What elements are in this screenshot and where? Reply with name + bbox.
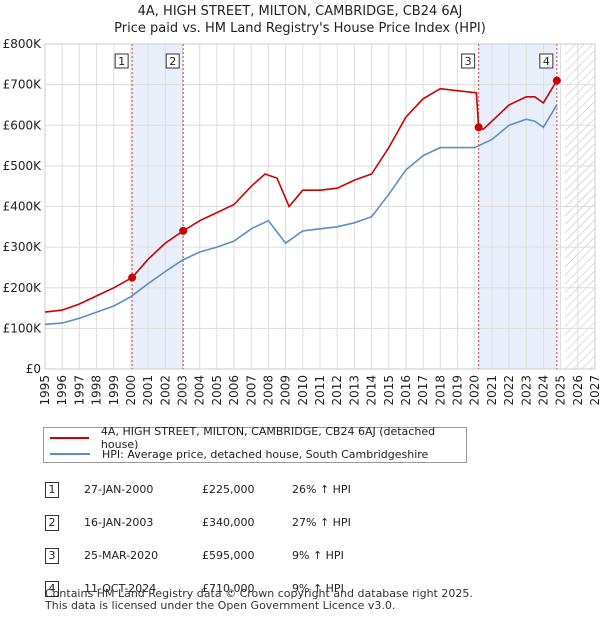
- x-tick-label: 2015: [382, 375, 396, 406]
- sale-point: [474, 123, 483, 132]
- sale-price: £595,000: [202, 549, 255, 562]
- x-tick-label: 2027: [588, 375, 600, 406]
- legend-swatch-property: [50, 437, 89, 439]
- x-tick-label: 2014: [365, 375, 379, 406]
- sale-price: £710,000: [202, 582, 255, 595]
- sale-marker-label: 2: [169, 55, 176, 68]
- y-tick-label: £700K: [3, 78, 43, 92]
- x-tick-label: 2023: [519, 375, 533, 406]
- x-tick-label: 2017: [416, 375, 430, 406]
- x-tick-label: 2005: [210, 375, 224, 406]
- footer-license: This data is licensed under the Open Gov…: [45, 599, 396, 612]
- sale-marker-box: 3: [45, 547, 59, 564]
- legend-item-hpi: HPI: Average price, detached house, Sout…: [50, 446, 428, 462]
- sale-marker-label-box: [461, 53, 476, 69]
- price-chart: £0 £100K £200K £300K £400K £500K £600K £700K £80…: [3, 37, 600, 406]
- sale-marker-label: 3: [465, 55, 472, 68]
- x-tick-label: 2009: [279, 375, 293, 406]
- sale-marker-label: 1: [118, 55, 125, 68]
- sale-hpi-change: 9% ↑ HPI: [292, 582, 344, 595]
- sale-marker-box: 4: [45, 580, 59, 597]
- transactions-table: 1 27-JAN-2000 £225,000 26% ↑ HPI 2 16-JA…: [40, 473, 351, 605]
- property-price-line: [44, 80, 558, 313]
- x-tick-label: 2002: [158, 375, 172, 406]
- sale-marker-box: 1: [45, 481, 59, 498]
- y-tick-label: £500K: [3, 159, 43, 173]
- table-row: 2 16-JAN-2003 £340,000 27% ↑ HPI: [40, 506, 351, 539]
- x-tick-label: 2007: [244, 375, 258, 406]
- sale-marker-label-box: [114, 53, 129, 69]
- x-tick-label: 1996: [55, 375, 69, 406]
- x-tick-label: 2025: [554, 375, 568, 406]
- sale-date: 16-JAN-2003: [84, 516, 154, 529]
- x-tick-label: 2006: [227, 375, 241, 406]
- footer-copyright: Contains HM Land Registry data © Crown c…: [45, 587, 473, 600]
- x-tick-label: 2016: [399, 375, 413, 406]
- sale-date: 27-JAN-2000: [84, 483, 154, 496]
- sale-point: [552, 76, 561, 85]
- sale-date: 11-OCT-2024: [84, 582, 157, 595]
- x-tick-label: 2024: [536, 375, 550, 406]
- legend-item-property: 4A, HIGH STREET, MILTON, CAMBRIDGE, CB24…: [50, 425, 466, 451]
- legend-label-property: 4A, HIGH STREET, MILTON, CAMBRIDGE, CB24…: [100, 425, 436, 451]
- x-tick-label: 1999: [107, 375, 121, 406]
- plot-border: [44, 43, 596, 370]
- chart-subtitle: Price paid vs. HM Land Registry's House …: [114, 21, 486, 36]
- hpi-line: [44, 104, 558, 326]
- x-tick-label: 2013: [347, 375, 361, 406]
- x-tick-label: 2019: [451, 375, 465, 406]
- x-tick-label: 1997: [72, 375, 86, 406]
- x-tick-label: 2018: [433, 375, 447, 406]
- x-tick-label: 2020: [468, 375, 482, 406]
- table-row: 4 11-OCT-2024 £710,000 9% ↑ HPI: [40, 572, 351, 605]
- sale-marker-label-box: [165, 53, 180, 69]
- y-tick-label: £400K: [3, 200, 43, 214]
- table-row: 1 27-JAN-2000 £225,000 26% ↑ HPI: [40, 473, 351, 506]
- sale-marker-box: 2: [45, 514, 59, 531]
- legend: 4A, HIGH STREET, MILTON, CAMBRIDGE, CB24…: [43, 425, 467, 463]
- legend-swatch-hpi: [50, 453, 90, 455]
- x-tick-label: 2001: [141, 375, 155, 406]
- footer: Contains HM Land Registry data © Crown c…: [45, 588, 473, 612]
- sale-point: [179, 226, 188, 235]
- sale-marker-label: 4: [543, 55, 550, 68]
- x-tick-label: 2026: [571, 375, 585, 406]
- x-tick-label: 2000: [124, 375, 138, 406]
- x-tick-label: 2011: [313, 375, 327, 406]
- sale-hpi-change: 9% ↑ HPI: [292, 549, 344, 562]
- x-tick-label: 2008: [261, 375, 275, 406]
- x-tick-label: 1998: [90, 375, 104, 406]
- sale-date: 25-MAR-2020: [84, 549, 159, 562]
- x-tick-label: 2012: [330, 375, 344, 406]
- sale-price: £340,000: [202, 516, 255, 529]
- y-tick-label: £0: [26, 362, 41, 376]
- legend-label-hpi: HPI: Average price, detached house, Sout…: [102, 447, 429, 461]
- y-tick-label: £100K: [3, 321, 43, 335]
- table-row: 3 25-MAR-2020 £595,000 9% ↑ HPI: [40, 539, 351, 572]
- sale-hpi-change: 27% ↑ HPI: [292, 516, 351, 529]
- sale-marker-label-box: [539, 53, 554, 69]
- sale-price: £225,000: [202, 483, 255, 496]
- x-tick-label: 2022: [502, 375, 516, 406]
- y-tick-label: £300K: [3, 240, 43, 254]
- x-tick-label: 2021: [485, 375, 499, 406]
- x-tick-label: 2010: [296, 375, 310, 406]
- y-tick-label: £800K: [3, 37, 43, 51]
- x-tick-label: 2003: [176, 375, 190, 406]
- sale-hpi-change: 26% ↑ HPI: [292, 483, 351, 496]
- y-tick-label: £200K: [3, 281, 43, 295]
- y-tick-label: £600K: [3, 118, 43, 132]
- x-tick-label: 1995: [38, 375, 52, 406]
- x-tick-label: 2004: [193, 375, 207, 406]
- chart-title: 4A, HIGH STREET, MILTON, CAMBRIDGE, CB24…: [137, 4, 463, 19]
- sale-point: [128, 273, 137, 282]
